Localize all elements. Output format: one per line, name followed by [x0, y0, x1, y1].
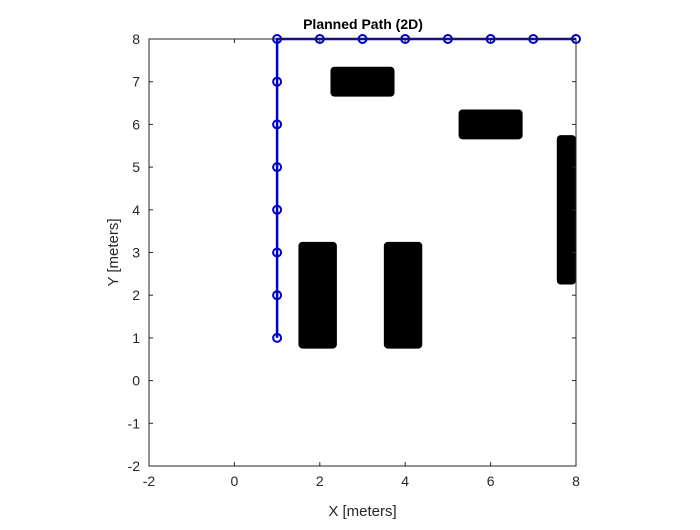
y-tick-label: -2: [128, 458, 141, 474]
x-axis-label: X [meters]: [328, 503, 396, 520]
y-tick-label: 2: [132, 287, 140, 303]
path-waypoint: [272, 204, 283, 215]
y-tick-label: 0: [132, 373, 140, 389]
obstacle-2: [458, 109, 523, 140]
obstacle-3: [556, 135, 576, 285]
obstacle-4: [298, 241, 337, 349]
x-tick-label: 4: [401, 473, 409, 489]
path-waypoint: [272, 247, 283, 258]
x-tick-label: -2: [143, 473, 156, 489]
obstacles: [298, 66, 576, 349]
x-tick-label: 6: [487, 473, 495, 489]
path-waypoint: [272, 332, 283, 343]
y-tick-label: 5: [132, 159, 140, 175]
chart-title: Planned Path (2D): [303, 16, 423, 32]
y-tick-label: 6: [132, 116, 140, 132]
y-tick-label: 1: [132, 330, 140, 346]
y-tick-label: -1: [128, 415, 141, 431]
y-tick-label: 7: [132, 74, 140, 90]
path-waypoint: [272, 162, 283, 173]
obstacle-5: [383, 241, 423, 349]
y-tick-label: 3: [132, 245, 140, 261]
obstacle-1: [330, 66, 395, 97]
y-axis-label: Y [meters]: [105, 218, 122, 286]
y-tick-label: 4: [132, 202, 140, 218]
path-waypoint: [272, 290, 283, 301]
y-axis-ticks: -2 -1 0 1 2 3 4 5 6 7 8: [128, 31, 576, 474]
x-tick-label: 8: [572, 473, 580, 489]
path-waypoint: [272, 119, 283, 130]
y-tick-label: 8: [132, 31, 140, 47]
x-tick-label: 0: [231, 473, 239, 489]
x-tick-label: 2: [316, 473, 324, 489]
plot-area: [149, 39, 576, 466]
path-waypoint: [272, 76, 283, 87]
x-axis-ticks: -2 0 2 4 6 8: [143, 39, 580, 489]
